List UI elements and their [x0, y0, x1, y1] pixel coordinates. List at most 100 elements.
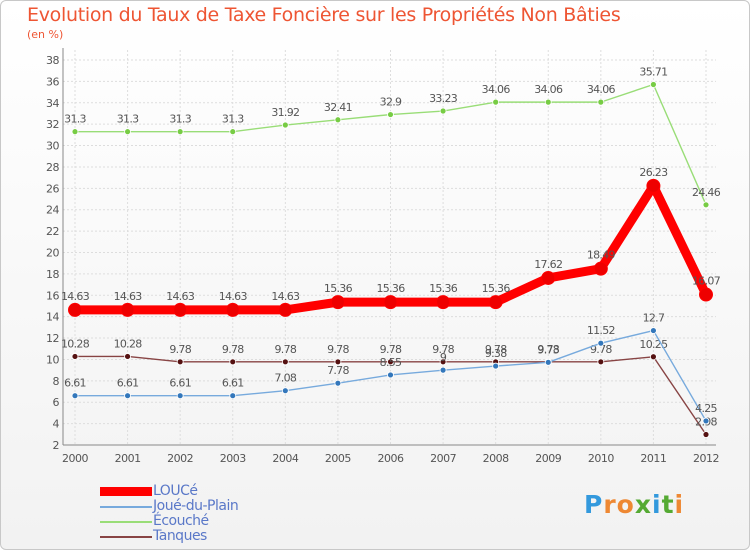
- data-label-joué-du-plain: 7.78: [327, 364, 349, 377]
- data-label-écouché: 31.3: [169, 113, 191, 126]
- data-point-joué-du-plain: [544, 358, 552, 366]
- y-tick-label: 16: [46, 289, 59, 302]
- x-tick-label: 2010: [588, 452, 614, 465]
- data-label-loucé: 14.63: [166, 290, 195, 303]
- y-tick-label: 14: [46, 311, 59, 324]
- data-point-joué-du-plain: [387, 371, 394, 379]
- data-point-écouché: [71, 128, 79, 136]
- data-label-joué-du-plain: 6.61: [64, 377, 86, 390]
- data-point-loucé: [699, 287, 713, 302]
- data-point-tanques: [124, 353, 131, 360]
- data-label-joué-du-plain: 8.55: [380, 356, 402, 369]
- data-label-écouché: 33.23: [429, 92, 458, 105]
- legend-swatch-tanques: [100, 536, 152, 538]
- data-point-écouché: [702, 201, 710, 209]
- y-tick-label: 30: [46, 140, 59, 153]
- data-point-loucé: [278, 302, 293, 317]
- data-label-loucé: 15.36: [482, 282, 511, 295]
- y-tick-label: 32: [46, 118, 59, 131]
- data-label-loucé: 17.62: [534, 258, 562, 271]
- logo-letter: i: [652, 490, 662, 519]
- y-tick-label: 36: [46, 75, 59, 88]
- logo-letter: P: [584, 490, 604, 519]
- data-point-tanques: [387, 358, 394, 366]
- data-label-loucé: 14.63: [271, 290, 300, 303]
- data-point-joué-du-plain: [650, 327, 657, 334]
- data-point-loucé: [120, 302, 135, 317]
- data-point-joué-du-plain: [597, 339, 605, 347]
- data-label-tanques: 9.78: [169, 343, 191, 356]
- y-tick-label: 10: [46, 353, 59, 366]
- data-label-écouché: 35.71: [639, 65, 667, 78]
- logo-letter: o: [616, 490, 635, 519]
- x-tick-label: 2002: [167, 452, 193, 465]
- data-point-joué-du-plain: [281, 387, 289, 395]
- data-label-écouché: 31.3: [117, 113, 139, 126]
- data-label-écouché: 34.06: [534, 83, 563, 96]
- data-point-joué-du-plain: [439, 366, 447, 374]
- x-tick-label: 2005: [325, 452, 351, 465]
- proxiti-logo: Proxiti: [584, 490, 684, 519]
- y-tick-label: 20: [46, 247, 59, 260]
- y-tick-label: 6: [53, 396, 60, 409]
- y-tick-label: 34: [46, 97, 59, 110]
- legend-label-joué-du-plain: Joué-du-Plain: [153, 498, 239, 514]
- data-label-loucé: 16.07: [692, 275, 721, 288]
- x-tick-label: 2006: [378, 452, 404, 465]
- data-label-loucé: 26.23: [639, 166, 668, 179]
- data-label-loucé: 14.63: [219, 290, 248, 303]
- y-tick-label: 22: [46, 225, 59, 238]
- data-point-loucé: [330, 295, 345, 310]
- x-tick-label: 2001: [115, 452, 141, 465]
- data-point-écouché: [229, 128, 237, 136]
- data-point-écouché: [597, 98, 605, 106]
- y-tick-label: 12: [46, 332, 59, 345]
- data-point-écouché: [176, 128, 184, 136]
- data-label-joué-du-plain: 7.08: [274, 372, 296, 385]
- data-point-tanques: [597, 358, 605, 366]
- data-point-joué-du-plain: [124, 392, 131, 400]
- data-label-écouché: 24.46: [692, 186, 721, 199]
- data-point-écouché: [281, 121, 289, 129]
- data-label-écouché: 31.3: [64, 113, 86, 126]
- y-tick-label: 26: [46, 182, 59, 195]
- data-label-joué-du-plain: 9.38: [485, 347, 507, 360]
- data-label-écouché: 34.06: [587, 83, 616, 96]
- data-point-loucé: [646, 178, 661, 193]
- data-point-tanques: [650, 353, 657, 361]
- y-tick-label: 2: [53, 439, 60, 452]
- data-point-écouché: [492, 98, 500, 106]
- legend-swatch-loucé: [100, 487, 152, 496]
- data-label-écouché: 34.06: [482, 83, 511, 96]
- data-label-écouché: 31.92: [271, 106, 299, 119]
- data-label-joué-du-plain: 4.25: [695, 402, 717, 415]
- data-point-écouché: [650, 81, 657, 88]
- y-tick-label: 28: [46, 161, 59, 174]
- x-tick-label: 2011: [640, 452, 666, 465]
- data-point-loucé: [173, 302, 188, 317]
- data-label-tanques: 9.78: [485, 343, 507, 356]
- legend-label-loucé: LOUCé: [153, 483, 198, 499]
- data-point-écouché: [439, 107, 447, 115]
- data-point-écouché: [334, 116, 342, 124]
- y-tick-label: 24: [46, 204, 59, 217]
- data-point-tanques: [439, 358, 447, 366]
- y-tick-label: 38: [46, 54, 59, 67]
- y-tick-label: 4: [53, 418, 60, 431]
- data-label-joué-du-plain: 9: [440, 351, 447, 364]
- x-tick-label: 2003: [220, 452, 246, 465]
- data-point-tanques: [71, 353, 79, 360]
- data-label-joué-du-plain: 6.61: [222, 377, 244, 390]
- chart-title: Evolution du Taux de Taxe Foncière sur l…: [27, 4, 621, 26]
- data-point-écouché: [124, 128, 131, 136]
- data-point-joué-du-plain: [702, 417, 710, 425]
- logo-letter: r: [603, 490, 617, 519]
- data-label-tanques: 10.28: [61, 337, 90, 350]
- data-label-tanques: 10.25: [639, 338, 668, 351]
- data-point-joué-du-plain: [176, 392, 184, 400]
- data-point-écouché: [544, 98, 552, 106]
- data-point-tanques: [176, 358, 184, 366]
- data-label-tanques: 9.78: [537, 343, 559, 356]
- data-point-écouché: [387, 111, 394, 118]
